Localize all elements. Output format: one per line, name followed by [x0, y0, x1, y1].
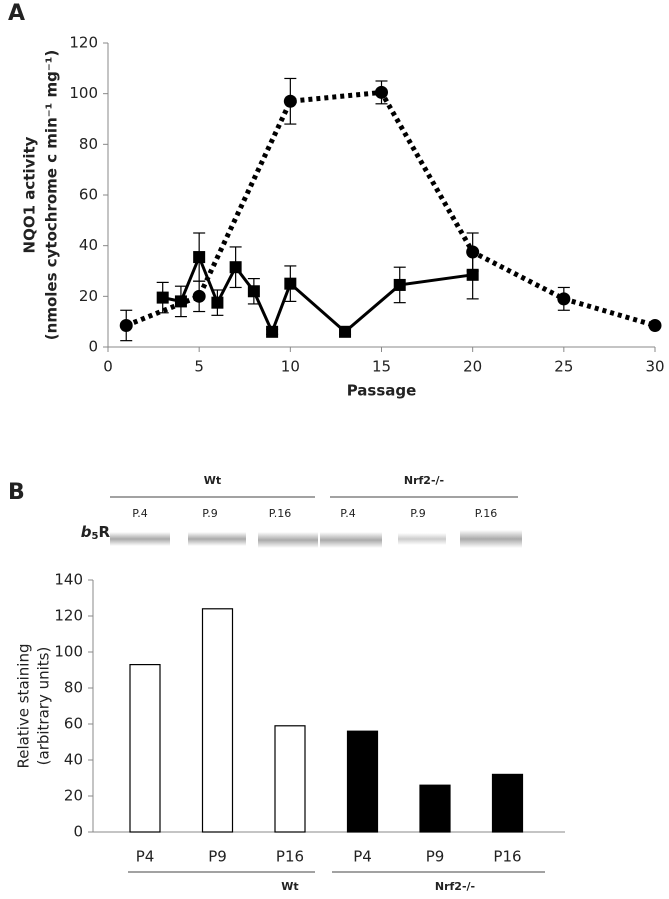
marker [375, 85, 388, 99]
blot-label-part: 5 [91, 531, 98, 542]
blot-lane-label: P.9 [202, 507, 217, 520]
x-tick-label: P4 [353, 848, 372, 866]
x-tick-label: P16 [276, 848, 304, 866]
x-tick-label: 30 [645, 358, 664, 376]
bar [129, 663, 161, 833]
blot-lane-label: P.4 [340, 507, 355, 520]
marker [339, 325, 352, 338]
y-tick-label: 100 [69, 84, 98, 102]
marker [284, 277, 297, 290]
marker [466, 245, 480, 259]
blot-lane-label: P.16 [269, 507, 291, 520]
bar [491, 773, 524, 833]
marker [193, 251, 206, 264]
x-axis-label: Passage [347, 382, 417, 400]
y-tick-label: 60 [79, 186, 98, 204]
blot-label-part: R [98, 523, 110, 541]
blot-lane-label: P.9 [410, 507, 425, 520]
marker [283, 94, 297, 108]
marker [192, 289, 206, 303]
bar [346, 730, 379, 833]
marker [393, 278, 406, 291]
x-tick-label: 10 [281, 358, 300, 376]
y-tick-label: 20 [79, 287, 98, 305]
y-tick-label: 80 [79, 135, 98, 153]
x-tick-label: 15 [372, 358, 391, 376]
x-tick-label: 20 [463, 358, 482, 376]
y-axis-label: NQO1 activity [21, 136, 39, 253]
marker [648, 318, 662, 332]
y-axis-label: Relative staining [15, 643, 33, 768]
blot-group-label: Wt [204, 474, 221, 487]
x-tick-label: 25 [554, 358, 573, 376]
series-line [125, 89, 656, 328]
bar [201, 608, 234, 833]
marker [211, 296, 224, 309]
blot-group-label: Nrf2-/- [404, 474, 444, 487]
x-tick-label: 0 [103, 358, 113, 376]
group-label: Nrf2-/- [435, 880, 475, 893]
x-tick-label: 5 [194, 358, 204, 376]
panel-label: A [8, 1, 25, 26]
y-tick-label: 120 [69, 34, 98, 52]
y-tick-label: 20 [64, 787, 83, 805]
marker [557, 292, 571, 306]
blot-lane-label: P.16 [475, 507, 497, 520]
blot-lane-label: P.4 [132, 507, 147, 520]
y-tick-label: 40 [79, 236, 98, 254]
blot-bands [110, 530, 522, 548]
marker [466, 268, 479, 281]
marker [229, 261, 242, 274]
y-tick-label: 0 [73, 823, 83, 841]
panel-label: B [8, 480, 25, 505]
y-tick-label: 140 [54, 571, 83, 589]
x-tick-label: P4 [136, 848, 155, 866]
marker [247, 285, 260, 298]
marker [266, 325, 279, 338]
y-tick-label: 60 [64, 715, 83, 733]
y-tick-label: 100 [54, 643, 83, 661]
bar [419, 784, 451, 833]
group-label: Wt [281, 880, 298, 893]
y-axis-label: (nmoles cytochrome c min⁻¹ mg⁻¹) [43, 50, 61, 340]
x-tick-label: P9 [208, 848, 227, 866]
y-tick-label: 120 [54, 607, 83, 625]
y-axis-label: (arbitrary units) [35, 647, 53, 766]
y-tick-label: 0 [88, 338, 98, 356]
marker [156, 291, 169, 304]
x-tick-label: P16 [493, 848, 521, 866]
bar [274, 725, 306, 833]
y-tick-label: 40 [64, 751, 83, 769]
marker [119, 318, 133, 332]
y-tick-label: 80 [64, 679, 83, 697]
blot-label: b5R [81, 523, 111, 543]
blot-label-part: b [81, 523, 92, 541]
x-tick-label: P9 [426, 848, 445, 866]
series-line [162, 253, 473, 336]
